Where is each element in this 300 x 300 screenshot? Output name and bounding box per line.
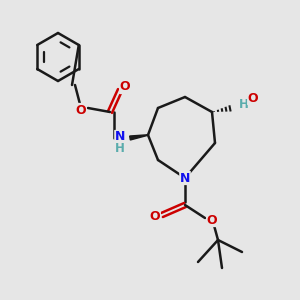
Text: O: O xyxy=(120,80,130,94)
Text: N: N xyxy=(115,130,125,143)
Text: H: H xyxy=(239,98,249,112)
Text: O: O xyxy=(207,214,217,226)
Text: O: O xyxy=(248,92,258,104)
Text: N: N xyxy=(180,172,190,184)
Text: O: O xyxy=(150,211,160,224)
Text: O: O xyxy=(76,103,86,116)
Text: H: H xyxy=(115,142,125,154)
Polygon shape xyxy=(130,135,148,140)
